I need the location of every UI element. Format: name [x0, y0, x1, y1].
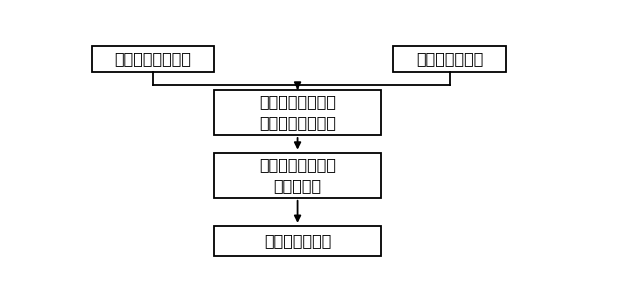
Bar [91, 46, 214, 72]
Text: 空间三维数据与平
面温度场数据融合: 空间三维数据与平 面温度场数据融合 [259, 95, 336, 130]
Bar [394, 46, 506, 72]
Text: 空间三维检测数据: 空间三维检测数据 [114, 51, 191, 66]
Text: 空间三维物体表面
的温度数据: 空间三维物体表面 的温度数据 [259, 157, 336, 193]
Bar [214, 153, 381, 198]
Text: 平面温度场数据: 平面温度场数据 [416, 51, 483, 66]
Text: 估算空间温度场: 估算空间温度场 [264, 233, 331, 248]
Bar [214, 226, 381, 256]
Bar [214, 90, 381, 135]
